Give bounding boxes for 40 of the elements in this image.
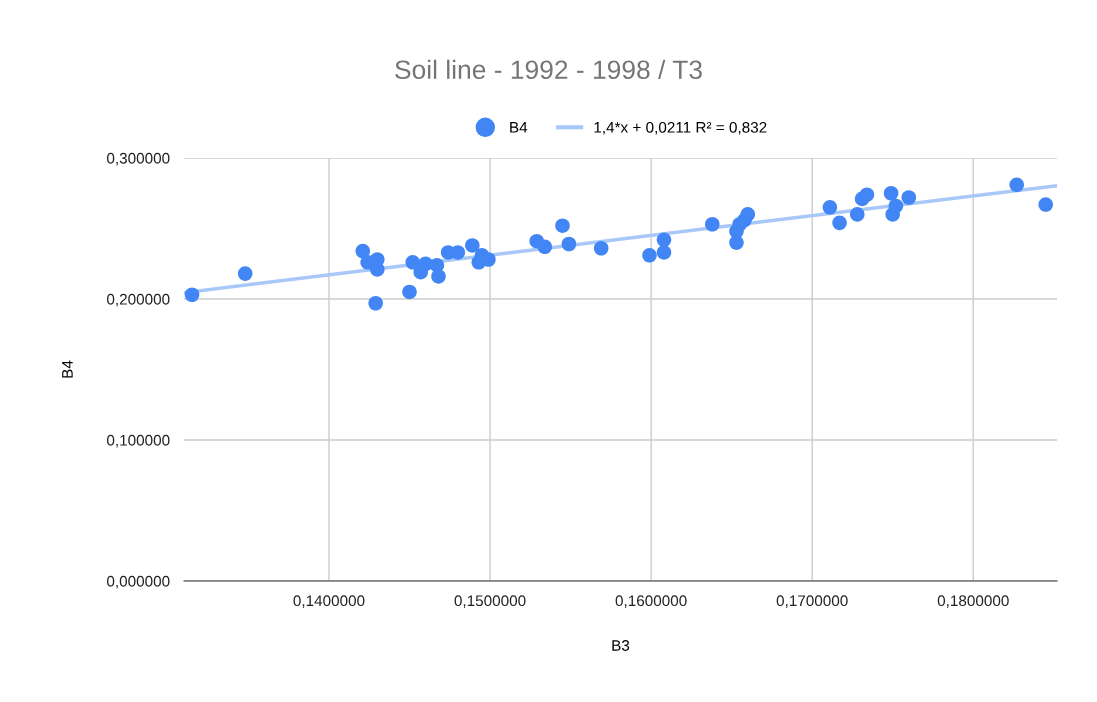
point: [184, 287, 200, 303]
point: [849, 207, 865, 222]
x-tick-label: 0,1400000: [293, 595, 365, 608]
chart-title: Soil line - 1992 - 1998 / T3: [395, 59, 702, 80]
y-tick-label: 0,300000: [106, 152, 170, 166]
point: [593, 240, 609, 256]
point: [537, 239, 553, 255]
point: [237, 266, 253, 281]
point: [1038, 197, 1054, 212]
point: [656, 232, 672, 248]
y-tick-label: 0,200000: [106, 293, 170, 307]
x-tick-label: 0,1800000: [937, 595, 1009, 608]
point: [822, 200, 838, 215]
point: [1009, 177, 1025, 193]
point: [355, 243, 371, 259]
y-tick-label: 0,100000: [106, 434, 170, 448]
point: [555, 218, 570, 233]
x-tick-label: 0,1600000: [615, 595, 687, 608]
point: [740, 207, 756, 222]
point: [901, 190, 917, 205]
point: [465, 238, 480, 253]
y-tick-label: 0,000000: [106, 575, 170, 589]
legend-label: B4: [510, 122, 528, 133]
point: [883, 185, 899, 201]
point: [561, 236, 577, 252]
point: [888, 198, 904, 214]
point: [642, 248, 657, 263]
x-axis-title: B3: [612, 640, 630, 651]
x-tick-label: 0,1700000: [776, 595, 848, 608]
point: [431, 269, 446, 284]
point: [832, 215, 847, 231]
y-axis-title: B4: [62, 360, 73, 378]
x-tick-label: 0,1500000: [454, 595, 526, 608]
point: [705, 216, 720, 232]
legend-label: 1,4*x + 0,0211 R² = 0,832: [594, 121, 767, 135]
point: [368, 295, 383, 311]
point: [859, 187, 875, 202]
point: [370, 262, 385, 277]
point: [402, 284, 417, 300]
point: [656, 245, 672, 260]
